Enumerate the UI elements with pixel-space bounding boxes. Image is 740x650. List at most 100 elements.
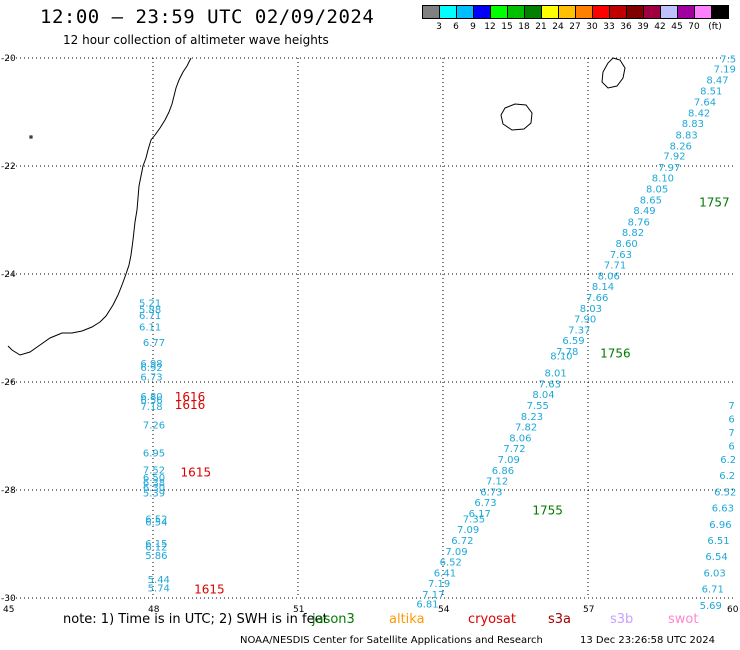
wave-height-value: 8.83 — [682, 119, 704, 130]
wave-height-value: 6.50 — [143, 473, 165, 484]
wave-height-value: 6.73 — [140, 372, 162, 383]
wave-height-value: 6.03 — [704, 568, 726, 579]
wave-height-value: 6.41 — [434, 568, 456, 579]
wave-height-value: 7.09 — [498, 455, 520, 466]
wave-height-value: 6 — [728, 415, 734, 426]
wave-height-value: 6.96 — [709, 520, 731, 531]
legend-label: 6 — [453, 22, 459, 32]
wave-height-value: 6.81 — [416, 600, 438, 611]
lat-tick-label: -20 — [1, 54, 16, 64]
wave-height-value: 7.63 — [610, 250, 632, 261]
mauritius-island — [601, 57, 626, 89]
wave-height-value: 7.19 — [714, 65, 736, 76]
legend-label: 36 — [620, 22, 632, 32]
wave-height-value: 5.39 — [143, 488, 165, 499]
wave-height-value: 7.71 — [604, 261, 626, 272]
reunion-island — [500, 103, 533, 131]
footer-credit: NOAA/NESDIS Center for Satellite Applica… — [240, 635, 543, 646]
coastlines — [7, 57, 626, 356]
pass-time-label: 1756 — [600, 347, 631, 361]
wave-height-value: 6.71 — [139, 311, 161, 322]
wave-height-value: 7.17 — [422, 590, 444, 601]
wave-height-value: 7.37 — [568, 325, 590, 336]
wave-height-value: 6.2 — [720, 455, 736, 466]
legend-label: 15 — [501, 22, 513, 32]
wave-height-values: 5.215.886.716.116.776.986.926.736.806.56… — [139, 54, 736, 611]
wave-height-value: 7.66 — [586, 293, 608, 304]
lon-tick-label: 60 — [727, 605, 739, 615]
wave-height-value: 6.51 — [707, 536, 729, 547]
wave-height-value: 5.86 — [145, 551, 167, 562]
wave-height-value: 7.97 — [658, 163, 680, 174]
wave-height-value: 5.44 — [148, 575, 170, 586]
wave-height-value: 5.69 — [700, 601, 722, 612]
legend-label: 27 — [569, 22, 581, 32]
wave-height-value: 6.73 — [474, 498, 496, 509]
axis-tick-labels: 45 48 51 54 57 60 -20 -22 -24 -26 -28 -30 — [1, 54, 739, 615]
wave-height-value: 6.38 — [143, 478, 165, 489]
wave-height-value: 8.06 — [598, 271, 620, 282]
lon-tick-label: 57 — [583, 605, 594, 615]
wave-height-value: 8.03 — [580, 304, 602, 315]
legend-unit: (ft) — [708, 22, 722, 32]
wave-height-value: 6.54 — [145, 518, 167, 529]
satellite-name: s3a — [548, 612, 572, 627]
legend-label: 21 — [535, 22, 547, 32]
legend-label: 39 — [637, 22, 649, 32]
wave-height-value: 6.15 — [145, 539, 167, 550]
pass-time-label: 1757 — [699, 196, 730, 210]
wave-height-value: 7.72 — [503, 444, 525, 455]
color-legend: 3 6 9 12 15 18 21 24 27 30 33 36 39 42 45 70 (ft) — [422, 5, 729, 32]
wave-height-value: 6.77 — [143, 338, 165, 349]
wave-height-value: 7.52 — [143, 465, 165, 476]
satellite-name: swot — [668, 612, 699, 627]
wave-height-value: 7.90 — [574, 315, 596, 326]
wave-height-value: 7.19 — [428, 579, 450, 590]
madagascar-coastline — [7, 57, 192, 356]
wave-height-value: 8.05 — [646, 184, 668, 195]
footer-generated-time: 13 Dec 23:26:58 UTC 2024 — [580, 635, 715, 646]
wave-height-value: 8.42 — [688, 108, 710, 119]
legend-label: 24 — [552, 22, 564, 32]
legend-label: 12 — [484, 22, 496, 32]
wave-height-value: 8.10 — [652, 174, 674, 185]
lon-tick-label: 45 — [3, 605, 14, 615]
wave-height-value: 8.51 — [700, 87, 722, 98]
wave-height-value: 8.23 — [521, 412, 543, 423]
legend-label: 42 — [654, 22, 666, 32]
pass-time-label: 1615 — [194, 583, 225, 597]
lon-tick-label: 48 — [148, 605, 160, 615]
wave-height-value: 6.80 — [140, 392, 162, 403]
lon-tick-label: 54 — [438, 605, 450, 615]
wave-height-value: 8.83 — [675, 130, 697, 141]
wave-height-value: 6.17 — [469, 509, 491, 520]
lat-tick-label: -24 — [1, 270, 16, 280]
wave-height-value: 6.72 — [451, 536, 473, 547]
small-island — [29, 135, 33, 139]
wave-height-value: 6.95 — [143, 449, 165, 460]
wave-height-value: 7.12 — [486, 477, 508, 488]
wave-height-value: 7.35 — [463, 514, 485, 525]
wave-height-value: 6.71 — [702, 585, 724, 596]
wave-height-value: 8.10 — [550, 351, 572, 362]
legend-label: 70 — [688, 22, 700, 32]
lat-tick-label: -26 — [1, 378, 16, 388]
wave-height-value: 6.52 — [440, 558, 462, 569]
wave-height-value: 7.55 — [527, 401, 549, 412]
wave-height-value: 7.64 — [694, 98, 716, 109]
legend-label: 3 — [436, 22, 442, 32]
legend-label: 33 — [603, 22, 615, 32]
wave-height-value: 6.98 — [140, 359, 162, 370]
map-title: 12:00 – 23:59 UTC 02/09/2024 — [40, 6, 375, 28]
legend-label: 45 — [671, 22, 683, 32]
wave-height-value: 5.88 — [139, 305, 161, 316]
satellite-name: s3b — [610, 612, 634, 627]
legend-label: 18 — [518, 22, 530, 32]
wave-height-value: 6.54 — [705, 552, 727, 563]
wave-height-value: 7.09 — [457, 525, 479, 536]
wave-height-value: 8.47 — [706, 75, 728, 86]
wave-height-value: 7 — [728, 401, 734, 412]
pass-time-label: 1755 — [532, 503, 563, 517]
